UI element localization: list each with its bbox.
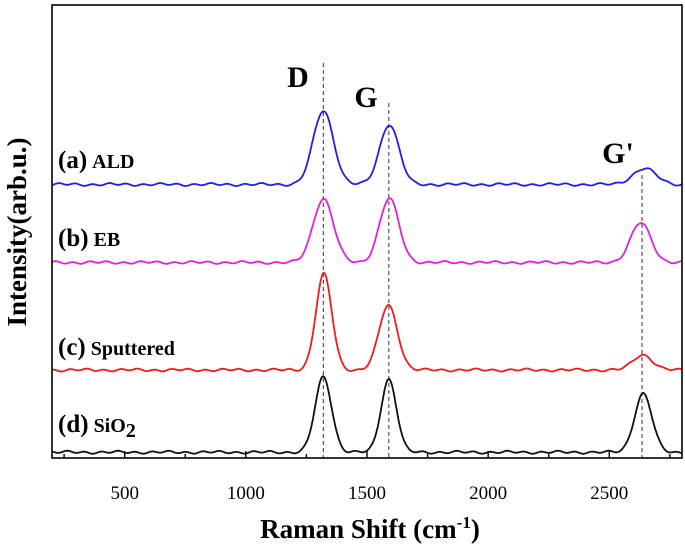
- series-label-2: (b) EB: [58, 225, 120, 252]
- x-axis-label-end: ): [471, 514, 480, 544]
- series-name: Sputtered: [91, 338, 175, 360]
- series-line-2: [51, 197, 682, 265]
- series-label-4: (d) SiO2: [58, 411, 136, 442]
- peak-label-3: G': [602, 137, 634, 170]
- series-line-1: [51, 110, 682, 187]
- y-axis-label: Intensity(arb.u.): [2, 137, 32, 326]
- series-line-4: [51, 375, 682, 455]
- series-letter: (d): [58, 411, 89, 438]
- series-label-3: (c) Sputtered: [58, 334, 175, 361]
- x-tick-label-1: 500: [110, 483, 139, 504]
- plot-area: [51, 63, 682, 458]
- series-name: EB: [94, 229, 121, 251]
- series-label-1: (a) ALD: [58, 147, 134, 174]
- plot-frame: [51, 4, 683, 459]
- series-letter: (c): [58, 334, 86, 361]
- series-name: SiO: [94, 415, 126, 437]
- x-tick-label-4: 2000: [469, 483, 507, 504]
- series-letter: (a): [58, 147, 87, 174]
- series-line-3: [52, 271, 682, 373]
- x-tick-label-2: 1000: [227, 483, 265, 504]
- x-tick-label-3: 1500: [348, 483, 386, 504]
- peak-label-2: G: [354, 81, 377, 114]
- x-axis-label-main: Raman Shift (cm: [260, 514, 457, 544]
- series-letter: (b): [58, 225, 89, 252]
- x-axis-label: Raman Shift (cm-1): [260, 513, 480, 544]
- series-subscript: 2: [126, 420, 136, 442]
- x-axis: 500 1000 1500 2000 2500: [63, 451, 671, 504]
- annotations: (a) ALD (b) EB (c) Sputtered (d) SiO2 D G G': [58, 61, 634, 442]
- x-axis-label-sup: -1: [457, 513, 471, 532]
- x-tick-label-5: 2500: [590, 483, 628, 504]
- peak-label-1: D: [287, 61, 309, 94]
- series-name: ALD: [92, 151, 134, 173]
